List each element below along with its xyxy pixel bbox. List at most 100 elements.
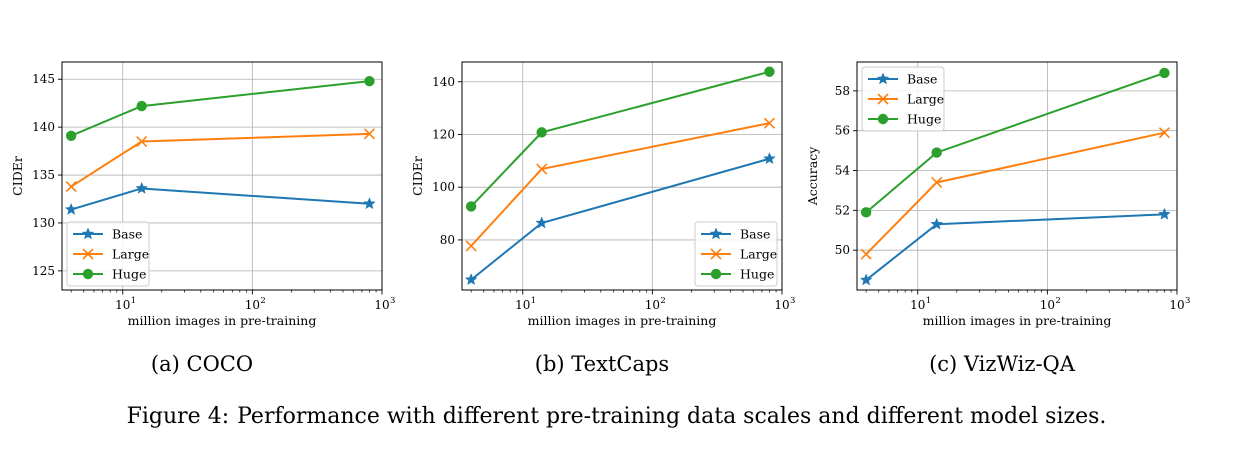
series-line-base	[865, 213, 1165, 281]
data-point-large	[931, 176, 943, 189]
y-tick-label: 125	[32, 264, 55, 278]
x-tick-exponent: 3	[390, 296, 395, 306]
data-point-base	[1158, 207, 1171, 220]
figure-caption-label: Figure 4:	[126, 404, 230, 429]
x-axis-label: million images in pre-training	[528, 313, 717, 328]
legend-marker	[81, 227, 95, 240]
legend-marker	[82, 268, 94, 280]
legend-marker	[710, 248, 722, 260]
series-huge	[65, 75, 375, 141]
data-point-huge	[764, 66, 775, 77]
chart-panel-coco: 125 130 135 140 145 10 1 10 2 10 3 million images i…	[0, 45, 395, 345]
data-point-large	[1158, 127, 1171, 139]
legend-label: Huge	[907, 112, 941, 127]
x-tick-label: 10	[374, 298, 389, 312]
series-base	[464, 152, 776, 286]
legend-label: Large	[740, 247, 777, 262]
y-tick-label: 130	[32, 216, 55, 230]
y-tick-label: 135	[32, 168, 55, 182]
legend-label: Huge	[112, 267, 146, 282]
data-point-large	[363, 128, 376, 140]
series-huge	[465, 66, 775, 212]
legend-marker	[82, 248, 94, 260]
legend-label: Large	[112, 247, 149, 262]
data-point-base	[135, 181, 149, 194]
y-axis-label: Accuracy	[805, 146, 820, 207]
series-line-huge	[70, 80, 370, 137]
x-tick-label: 10	[515, 298, 530, 312]
data-point-base	[859, 273, 873, 286]
y-tick-label: 140	[432, 75, 455, 89]
series-line-large	[865, 131, 1165, 255]
legend-label: Base	[907, 72, 937, 87]
x-tick-exponent: 1	[131, 296, 136, 306]
data-point-huge	[1159, 67, 1170, 79]
data-point-large	[860, 248, 872, 260]
data-point-huge	[536, 127, 547, 138]
x-axis-label: million images in pre-training	[128, 313, 317, 328]
legend: Base Large Huge	[694, 221, 778, 287]
series-line-huge	[470, 70, 770, 208]
x-tick-exponent: 2	[1055, 296, 1060, 306]
data-point-large	[136, 135, 148, 148]
series-line-large	[70, 132, 370, 188]
x-tick-exponent: 3	[790, 296, 795, 306]
data-point-huge	[931, 147, 942, 158]
y-tick-label: 56	[835, 124, 850, 138]
legend: Base Large Huge	[861, 66, 945, 132]
y-tick-label: 100	[432, 180, 455, 194]
series-base	[64, 181, 376, 215]
y-tick-label: 54	[835, 164, 851, 178]
data-point-base	[64, 202, 78, 215]
data-point-base	[763, 152, 776, 165]
x-axis-label: million images in pre-training	[923, 313, 1112, 328]
x-tick-label: 10	[645, 298, 660, 312]
figure-caption: Figure 4: Performance with different pre-…	[0, 404, 1233, 429]
legend: Base Large Huge	[66, 221, 150, 287]
y-tick-label: 140	[32, 120, 55, 134]
subcaption-vizwiz: (c) VizWiz-QA	[929, 352, 1075, 376]
x-tick-label: 10	[245, 298, 260, 312]
x-tick-exponent: 1	[926, 296, 931, 306]
y-tick-label: 52	[835, 203, 850, 217]
data-point-huge	[364, 75, 375, 87]
y-tick-label: 80	[440, 233, 455, 247]
legend-marker	[876, 72, 890, 85]
legend-label: Large	[907, 92, 944, 107]
series-large	[860, 127, 1171, 260]
series-huge	[860, 67, 1170, 218]
data-point-huge	[136, 100, 147, 112]
x-tick-exponent: 3	[1185, 296, 1190, 306]
series-large	[65, 128, 376, 193]
series-base	[859, 207, 1171, 286]
x-tick-label: 10	[115, 298, 130, 312]
figure-caption-text: Performance with different pre-training …	[237, 404, 1107, 429]
data-point-base	[535, 216, 549, 229]
legend-marker	[709, 227, 723, 240]
data-point-huge	[860, 207, 872, 218]
data-point-base	[464, 273, 478, 286]
y-axis-label: CIDEr	[10, 156, 25, 196]
data-point-large	[465, 240, 477, 252]
data-point-base	[930, 217, 944, 230]
x-tick-exponent: 1	[531, 296, 536, 306]
y-axis-label: CIDEr	[410, 156, 425, 196]
x-tick-label: 10	[1169, 298, 1184, 312]
plot-frame	[461, 61, 783, 291]
legend-marker	[877, 93, 889, 105]
subcaption-textcaps: (b) TextCaps	[534, 352, 670, 376]
y-tick-label: 145	[32, 72, 55, 86]
legend-label: Base	[740, 227, 770, 242]
plot-frame	[61, 61, 383, 291]
series-line-base	[70, 187, 370, 211]
x-tick-label: 10	[910, 298, 925, 312]
series-large	[465, 117, 776, 252]
x-tick-label: 10	[1040, 298, 1055, 312]
data-point-base	[363, 197, 376, 210]
legend-marker	[877, 113, 889, 125]
x-tick-exponent: 2	[260, 296, 265, 306]
chart-panel-textcaps: 80 100 120 140 10 1 10 2 10 3 million images in pr…	[400, 45, 795, 345]
data-point-huge	[65, 130, 77, 141]
